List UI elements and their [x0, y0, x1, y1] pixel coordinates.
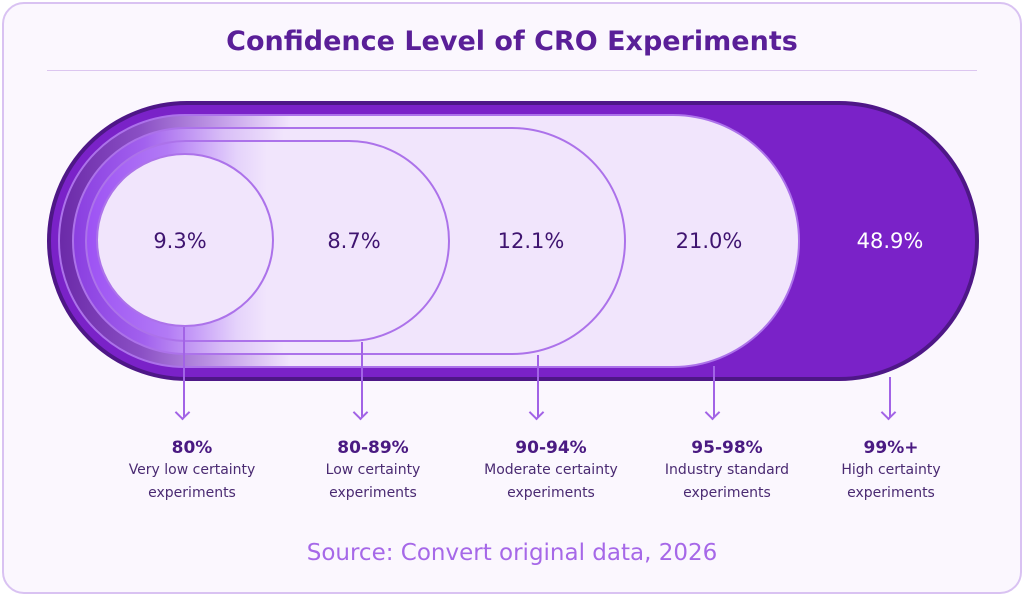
value-label-99-plus: 48.9% — [856, 229, 924, 253]
category-desc: experiments — [683, 485, 771, 501]
category-label-80-89: 80-89% Low certainty experiments — [326, 437, 421, 505]
category-label-95-98: 95-98% Industry standard experiments — [665, 437, 789, 505]
category-desc: experiments — [148, 485, 236, 501]
category-desc: Very low certainty — [128, 462, 256, 478]
arrow-down-icon — [889, 377, 891, 417]
category-range: 90-94% — [515, 438, 587, 458]
title-divider — [47, 70, 977, 71]
category-label-90-94: 90-94% Moderate certainty experiments — [484, 437, 618, 505]
value-label-90-94: 12.1% — [497, 229, 565, 253]
category-desc: Moderate certainty — [484, 462, 618, 478]
arrow-down-icon — [361, 342, 363, 417]
source-note: Source: Convert original data, 2026 — [306, 540, 718, 566]
category-range: 99%+ — [863, 438, 919, 458]
category-range: 80-89% — [337, 438, 409, 458]
category-desc: High certainty — [841, 462, 941, 478]
segment-80 — [96, 153, 274, 327]
category-label-80: 80% Very low certainty experiments — [129, 437, 256, 505]
category-desc: Low certainty — [325, 462, 421, 478]
category-desc: experiments — [847, 485, 935, 501]
arrow-down-icon — [183, 327, 185, 417]
chart-title: Confidence Level of CRO Experiments — [226, 26, 798, 57]
value-label-95-98: 21.0% — [675, 229, 743, 253]
category-label-99-plus: 99%+ High certainty experiments — [841, 437, 940, 505]
category-desc: experiments — [507, 485, 595, 501]
category-desc: experiments — [329, 485, 417, 501]
arrow-down-icon — [537, 355, 539, 417]
arrow-down-icon — [713, 366, 715, 417]
value-label-80-89: 8.7% — [327, 229, 381, 253]
category-range: 80% — [171, 438, 213, 458]
category-range: 95-98% — [691, 438, 763, 458]
value-label-80: 9.3% — [153, 229, 207, 253]
category-desc: Industry standard — [664, 462, 790, 478]
